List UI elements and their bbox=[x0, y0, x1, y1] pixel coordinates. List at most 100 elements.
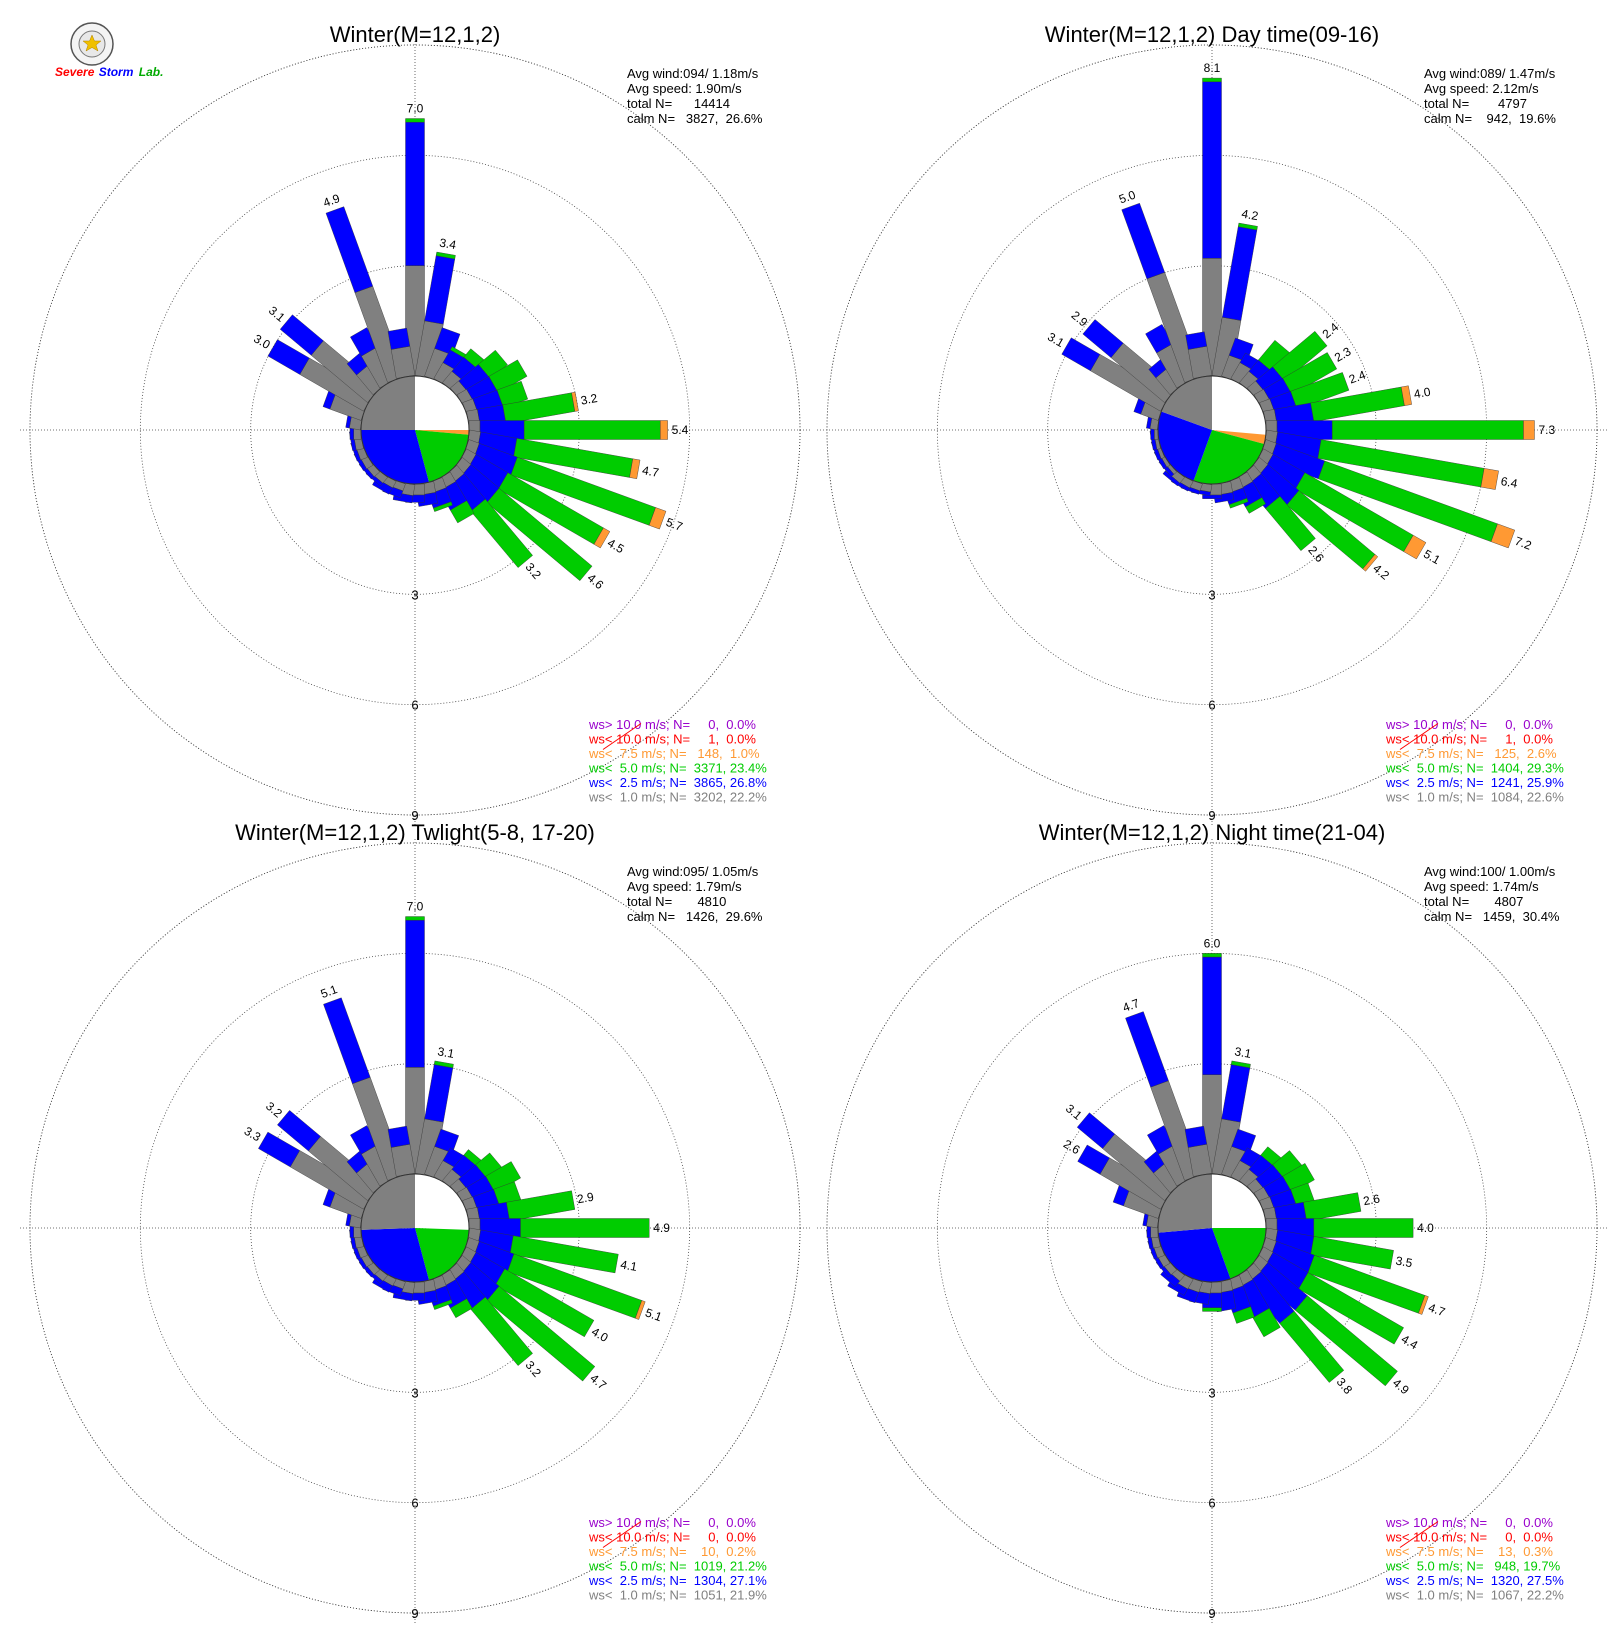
bar-segment-blue bbox=[387, 327, 411, 350]
ring-label-3: 3 bbox=[1208, 1385, 1215, 1400]
bar-segment-green bbox=[1252, 1307, 1281, 1338]
bar-segment-blue bbox=[267, 339, 310, 375]
bar-value-label: 4.1 bbox=[619, 1257, 638, 1274]
bar-segment-orange bbox=[1523, 420, 1535, 440]
legend-entry: ws< 10.0 m/s; N= 1, 0.0% bbox=[588, 732, 756, 747]
bar-segment-orange bbox=[1418, 1295, 1429, 1315]
bar-segment-blue bbox=[1202, 956, 1222, 1075]
calm-circle bbox=[1157, 375, 1267, 485]
calm-sector bbox=[1212, 376, 1266, 435]
bar-segment-green bbox=[1228, 497, 1249, 509]
legend-entry: ws< 5.0 m/s; N= 948, 19.7% bbox=[1385, 1559, 1561, 1574]
ring-label-6: 6 bbox=[1208, 698, 1215, 713]
bar-segment-blue bbox=[387, 1125, 411, 1148]
bar-value-label: 2.3 bbox=[1332, 344, 1354, 365]
bar-segment-green bbox=[1310, 1236, 1394, 1270]
bar-value-label: 5.0 bbox=[1117, 188, 1138, 207]
bar-segment-green bbox=[1279, 1310, 1345, 1383]
bar-dir-0: 8.1 bbox=[1202, 61, 1222, 377]
bar-segment-orange bbox=[1400, 385, 1412, 406]
lab-logo: Severe Storm Lab. bbox=[55, 22, 164, 79]
bar-segment-blue bbox=[424, 255, 456, 325]
bar-segment-green bbox=[433, 1299, 453, 1310]
legend-entry: ws< 7.5 m/s; N= 148, 1.0% bbox=[588, 746, 760, 761]
calm-sector bbox=[415, 1228, 469, 1281]
stat-line: total N= 4797 bbox=[1424, 96, 1527, 111]
bar-dir-110: 7.2 bbox=[1259, 439, 1534, 553]
bar-value-label: 3.1 bbox=[1063, 1101, 1085, 1123]
bar-value-label: 4.9 bbox=[1390, 1376, 1412, 1398]
bar-segment-green bbox=[450, 500, 475, 524]
bar-value-label: 2.9 bbox=[1069, 308, 1091, 330]
bar-segment-blue bbox=[258, 1131, 301, 1168]
calm-sector bbox=[1158, 1228, 1231, 1282]
bar-value-label: 7.3 bbox=[1538, 423, 1555, 437]
bar-segment-orange bbox=[1480, 468, 1499, 490]
bar-value-label: 3.3 bbox=[242, 1124, 264, 1145]
bar-dir-350 bbox=[1185, 331, 1213, 379]
bar-dir-310: 3.1 bbox=[266, 303, 381, 403]
legend-entry: ws> 10.0 m/s; N= 0, 0.0% bbox=[1385, 1515, 1553, 1530]
bar-value-label: 4.7 bbox=[1427, 1300, 1448, 1319]
bar-segment-green bbox=[1237, 222, 1258, 231]
legend-entry: ws< 10.0 m/s; N= 1, 0.0% bbox=[1385, 732, 1553, 747]
bar-segment-green bbox=[433, 501, 453, 512]
calm-circle-outline bbox=[1157, 375, 1267, 485]
wind-rose-panel-3: 3 6 9 7.0 3.1 2.9 4.9 4.1 5.1 4.0 4.7 3.2 3.3 3.2 5.1 W… bbox=[20, 820, 810, 1623]
legend-entry: ws> 10.0 m/s; N= 0, 0.0% bbox=[1385, 717, 1553, 732]
bar-segment-green bbox=[494, 1268, 595, 1338]
legend-entry: ws< 7.5 m/s; N= 125, 2.6% bbox=[1385, 746, 1557, 761]
bar-value-label: 3.2 bbox=[263, 1099, 285, 1121]
ring-label-3: 3 bbox=[411, 1385, 418, 1400]
legend-entry: ws> 10.0 m/s; N= 0, 0.0% bbox=[588, 717, 756, 732]
ring-label-9: 9 bbox=[411, 1606, 418, 1621]
bar-value-label: 3.4 bbox=[438, 235, 457, 252]
bar-value-label: 3.5 bbox=[1395, 1254, 1414, 1271]
bar-segment-green bbox=[1298, 1272, 1404, 1345]
ring-label-9: 9 bbox=[411, 808, 418, 823]
logo-text-lab: Lab. bbox=[139, 65, 164, 79]
wind-rose-panel-4: 3 6 9 6.0 3.1 2.6 4.0 3.5 4.7 4.4 4.9 3.8 2.6 3.1 4.7 W… bbox=[817, 820, 1607, 1623]
calm-sector bbox=[415, 1174, 469, 1230]
stat-line: Avg speed: 1.79m/s bbox=[627, 879, 742, 894]
bar-segment-orange bbox=[1362, 554, 1379, 572]
bar-segment-blue bbox=[424, 1064, 454, 1123]
bar-value-label: 4.5 bbox=[605, 536, 627, 557]
calm-sector bbox=[361, 376, 415, 430]
bar-segment-blue bbox=[405, 920, 425, 1068]
bar-segment-blue bbox=[1231, 1128, 1257, 1154]
bar-segment-blue bbox=[1162, 470, 1181, 487]
bar-segment-green bbox=[1294, 1295, 1398, 1387]
bar-segment-green bbox=[509, 1235, 619, 1274]
bar-value-label: 3.2 bbox=[523, 1358, 545, 1380]
bar-dir-340: 5.0 bbox=[1117, 188, 1203, 383]
wind-rose-panel-2: 3698.14.22.42.32.44.07.36.47.25.14.22.63… bbox=[817, 22, 1607, 825]
bar-segment-blue bbox=[1221, 1064, 1251, 1123]
legend-entry: ws< 1.0 m/s; N= 3202, 22.2% bbox=[588, 790, 767, 805]
legend-entry: ws< 1.0 m/s; N= 1051, 21.9% bbox=[588, 1588, 767, 1603]
bar-value-label: 4.2 bbox=[1370, 561, 1392, 583]
bar-segment-green bbox=[470, 498, 533, 568]
legend-entry: ws< 2.5 m/s; N= 1320, 27.5% bbox=[1385, 1573, 1564, 1588]
bar-value-label: 3.1 bbox=[266, 303, 288, 325]
bar-segment-green bbox=[1230, 1060, 1251, 1069]
bar-segment-blue bbox=[1121, 202, 1165, 280]
bar-value-label: 8.1 bbox=[1204, 61, 1221, 75]
calm-sector bbox=[1212, 1174, 1266, 1228]
bar-segment-green bbox=[1290, 372, 1350, 410]
bar-segment-green bbox=[435, 251, 456, 260]
panel-title: Winter(M=12,1,2) Day time(09-16) bbox=[1045, 22, 1379, 47]
bar-value-label: 2.4 bbox=[1320, 320, 1342, 342]
bar-segment-orange bbox=[593, 527, 611, 549]
legend-entry: ws< 7.5 m/s; N= 10, 0.2% bbox=[588, 1544, 756, 1559]
bar-value-label: 2.6 bbox=[1362, 1191, 1381, 1208]
bar-dir-0: 7.0 bbox=[405, 900, 425, 1175]
bar-value-label: 4.9 bbox=[653, 1221, 670, 1235]
legend-strike bbox=[602, 1521, 642, 1548]
bar-value-label: 7.0 bbox=[407, 102, 424, 116]
legend-entry: ws< 10.0 m/s; N= 0, 0.0% bbox=[1385, 1530, 1553, 1545]
calm-sector bbox=[415, 376, 469, 430]
calm-sector bbox=[415, 430, 469, 483]
ring-label-3: 3 bbox=[1208, 587, 1215, 602]
